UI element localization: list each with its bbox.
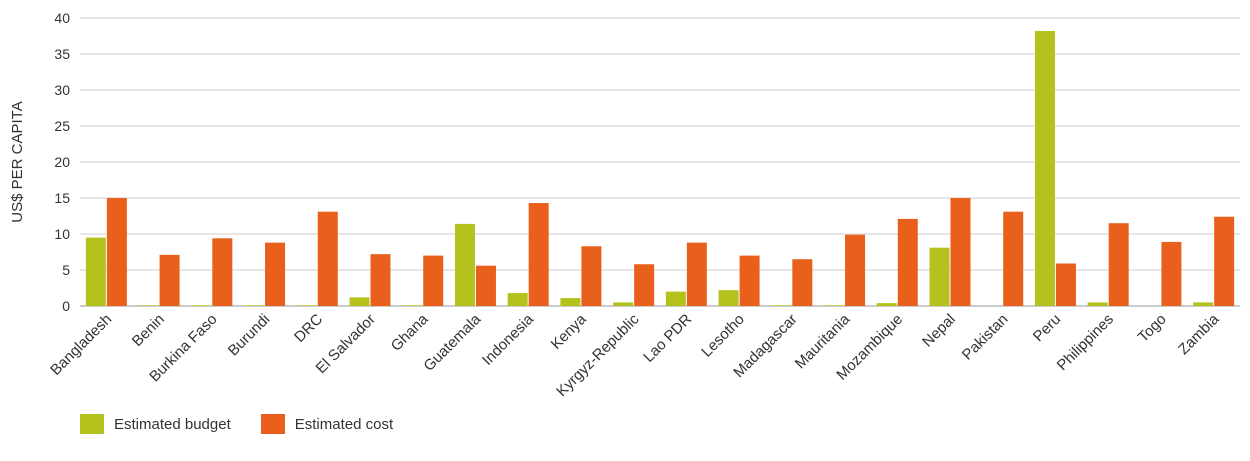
bar-budget — [244, 305, 265, 306]
bar-budget — [929, 247, 950, 306]
bar-budget — [85, 237, 106, 306]
legend-item-budget: Estimated budget — [80, 414, 231, 434]
bar-cost — [106, 198, 127, 306]
bar-cost — [528, 203, 549, 306]
legend-swatch-cost — [260, 414, 285, 434]
x-tick-label: Zambia — [1175, 310, 1223, 358]
bar-budget — [665, 291, 686, 306]
bar-cost — [475, 265, 496, 306]
bar-cost — [686, 242, 707, 306]
x-tick-label: Lao PDR — [640, 311, 695, 366]
bar-budget — [613, 302, 634, 306]
legend-swatch-budget — [80, 414, 104, 434]
y-tick-label: 15 — [54, 190, 70, 206]
x-tick-label: Guatemala — [420, 310, 484, 374]
gridlines — [80, 17, 1240, 307]
bar-cost — [581, 246, 602, 306]
bar-cost — [317, 211, 338, 306]
bar-budget — [296, 305, 317, 306]
bar-cost — [1003, 211, 1024, 306]
bar-cost — [897, 218, 918, 306]
x-tick-label: Kenya — [548, 310, 591, 353]
x-tick-label: Benin — [129, 311, 168, 350]
y-axis-ticks: 0 5 10 15 20 25 30 35 40 — [54, 10, 70, 314]
bar-cost — [1214, 216, 1235, 306]
bar-cost — [423, 255, 444, 306]
bar-cost — [845, 234, 866, 306]
bar-budget — [824, 305, 845, 306]
bar-cost — [1055, 263, 1076, 306]
y-axis-title: US$ PER CAPITA — [9, 101, 26, 222]
bar-cost — [1108, 223, 1129, 306]
y-tick-label: 35 — [54, 46, 70, 62]
bar-budget — [454, 223, 475, 306]
x-tick-label: Lesotho — [698, 311, 748, 361]
bar-budget — [349, 297, 370, 306]
bar-budget — [771, 305, 792, 306]
legend-label-cost: Estimated cost — [294, 415, 394, 433]
bar-budget — [191, 305, 212, 306]
bar-cost — [265, 242, 286, 306]
bar-budget — [1034, 30, 1055, 307]
bar-cost — [159, 254, 180, 306]
x-tick-label: DRC — [291, 311, 326, 346]
bar-budget — [507, 293, 528, 306]
legend-item-cost: Estimated cost — [260, 414, 394, 434]
y-tick-label: 20 — [54, 154, 70, 170]
legend: Estimated budget Estimated cost — [80, 414, 423, 434]
bar-cost — [739, 255, 760, 306]
bar-budget — [1087, 302, 1108, 306]
bar-cost — [1161, 241, 1182, 306]
y-tick-label: 0 — [62, 298, 70, 314]
x-tick-label: Philippines — [1054, 311, 1117, 374]
bar-budget — [402, 305, 423, 306]
bar-budget — [1193, 302, 1214, 306]
x-tick-label: Peru — [1030, 311, 1064, 345]
x-tick-label: Nepal — [919, 311, 959, 351]
bar-cost — [792, 259, 813, 306]
x-tick-label: Bangladesh — [47, 311, 115, 379]
x-tick-label: Togo — [1135, 311, 1170, 346]
y-tick-label: 10 — [54, 226, 70, 242]
x-tick-label: Burundi — [225, 311, 274, 360]
bar-cost — [212, 238, 233, 306]
y-tick-label: 30 — [54, 82, 70, 98]
bar-cost — [634, 264, 655, 306]
y-tick-label: 40 — [54, 10, 70, 26]
bar-budget — [718, 290, 739, 306]
bar-cost — [370, 254, 391, 306]
x-tick-label: Pakistan — [959, 311, 1012, 364]
bar-cost — [950, 198, 971, 306]
bar-budget — [138, 305, 159, 306]
x-tick-label: Ghana — [388, 310, 432, 354]
y-tick-label: 5 — [62, 262, 70, 278]
bar-budget — [876, 303, 897, 306]
bar-budget — [560, 298, 581, 306]
legend-label-budget: Estimated budget — [114, 415, 231, 433]
bars — [85, 30, 1235, 307]
y-tick-label: 25 — [54, 118, 70, 134]
x-tick-label: Indonesia — [479, 310, 537, 368]
